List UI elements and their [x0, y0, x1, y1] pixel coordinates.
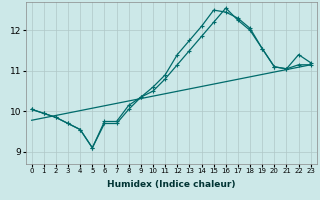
X-axis label: Humidex (Indice chaleur): Humidex (Indice chaleur) — [107, 180, 236, 189]
